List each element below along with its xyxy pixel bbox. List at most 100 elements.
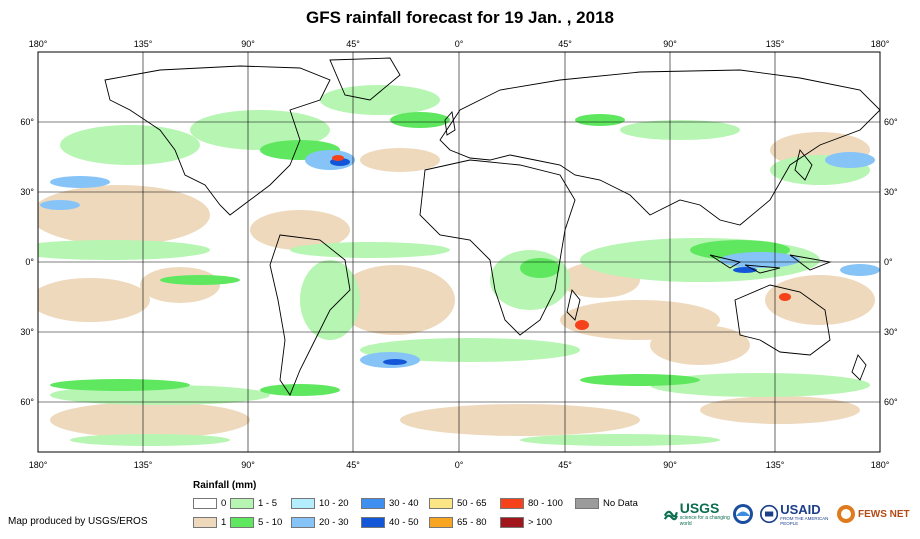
map-frame: 180° 135° 90° 45° 0° 45° 90° 135° 180° 1…	[20, 39, 898, 470]
legend-label: > 100	[528, 517, 553, 528]
lat-tick: 60°	[884, 397, 898, 407]
lon-tick: 135°	[766, 39, 785, 49]
japan-outline	[794, 149, 813, 181]
lon-ticks-bottom: 180° 135° 90° 45° 0° 45° 90° 135° 180°	[29, 460, 890, 470]
legend-swatch	[230, 498, 254, 509]
lon-tick: 90°	[663, 39, 677, 49]
map-title: GFS rainfall forecast for 19 Jan. , 2018	[305, 8, 615, 27]
usaid-tagline: FROM THE AMERICAN PEOPLE	[780, 515, 829, 526]
legend-swatch	[291, 498, 315, 509]
lat-tick: 60°	[20, 117, 34, 127]
legend-label: 5 - 10	[258, 517, 283, 528]
usgs-wave-icon	[664, 510, 678, 521]
legend-swatch	[291, 517, 315, 528]
australia-outline	[734, 284, 831, 356]
legend-swatch	[500, 517, 524, 528]
lon-tick: 180°	[29, 39, 48, 49]
legend-item: 65 - 80	[429, 516, 487, 529]
lat-tick: 0°	[25, 257, 34, 267]
uk-outline	[444, 110, 456, 136]
lat-tick: 30°	[884, 187, 898, 197]
legend-label: 1 - 5	[258, 498, 278, 509]
lon-tick: 180°	[29, 460, 48, 470]
legend-swatch	[230, 517, 254, 528]
legend-item: 40 - 50	[361, 516, 419, 529]
lat-ticks-left: 60° 30° 0° 30° 60°	[20, 117, 34, 407]
lat-tick: 0°	[884, 257, 893, 267]
lon-tick: 45°	[558, 39, 572, 49]
rainfall-layer	[38, 85, 880, 446]
map-border	[37, 51, 881, 453]
greenland-outline	[329, 57, 401, 101]
legend-item: 80 - 100	[500, 497, 563, 510]
noaa-logo	[732, 499, 756, 529]
noaa-seal-icon	[733, 504, 753, 524]
usgs-tagline: science for a changing world	[679, 515, 730, 527]
legend-item: 20 - 30	[291, 516, 349, 529]
legend-label: 1	[221, 517, 227, 528]
legend-swatch	[575, 498, 599, 509]
legend-item: No Data	[575, 497, 638, 510]
lat-tick: 30°	[884, 327, 898, 337]
legend-label: 20 - 30	[319, 517, 349, 528]
lat-tick: 60°	[884, 117, 898, 127]
legend-swatch	[361, 498, 385, 509]
rain-80-100mm-patches	[332, 155, 791, 330]
lon-tick: 90°	[241, 39, 255, 49]
indonesia-outline	[709, 254, 832, 274]
lon-tick: 135°	[134, 39, 153, 49]
legend-swatch	[429, 517, 453, 528]
africa-outline	[419, 159, 576, 336]
legend-label: 80 - 100	[528, 498, 563, 509]
lon-tick: 135°	[134, 460, 153, 470]
legend-label: No Data	[603, 498, 638, 509]
legend-item: 0	[193, 497, 226, 510]
madagascar-outline	[566, 288, 581, 321]
rain-5-10mm-patches	[50, 112, 790, 396]
fewsnet-wordmark: FEWS NET	[858, 508, 910, 520]
legend-item: 50 - 65	[429, 497, 487, 510]
lon-ticks-top: 180° 135° 90° 45° 0° 45° 90° 135° 180°	[29, 39, 890, 49]
rain-1mm-patches	[38, 132, 875, 438]
fewsnet-logo: FEWS NET	[836, 499, 916, 529]
legend-label: 0	[221, 498, 227, 509]
lon-tick: 90°	[241, 460, 255, 470]
usaid-wordmark: USAID	[780, 501, 821, 517]
legend-swatch	[193, 517, 217, 528]
lon-tick: 0°	[455, 460, 464, 470]
legend-swatch	[429, 498, 453, 509]
legend-label: 65 - 80	[457, 517, 487, 528]
legend-label: 40 - 50	[389, 517, 419, 528]
legend-swatch	[193, 498, 217, 509]
legend: 0 1 1 - 5 5 - 10 10 - 20 20 - 30 30 - 40…	[193, 497, 653, 531]
legend-title: Rainfall (mm)	[193, 480, 257, 491]
legend-label: 10 - 20	[319, 498, 349, 509]
legend-item: > 100	[500, 516, 552, 529]
lon-tick: 135°	[766, 460, 785, 470]
legend-swatch	[361, 517, 385, 528]
lon-tick: 180°	[871, 39, 890, 49]
lat-ticks-right: 60° 30° 0° 30° 60°	[884, 117, 898, 407]
south-america-outline	[269, 234, 351, 396]
usgs-wordmark: USGS	[679, 500, 720, 516]
eurasia-outline	[439, 69, 880, 226]
usaid-seal-icon	[760, 504, 779, 524]
north-america-outline	[104, 65, 331, 216]
legend-item: 30 - 40	[361, 497, 419, 510]
lon-tick: 45°	[346, 39, 360, 49]
lon-tick: 45°	[558, 460, 572, 470]
graticule	[38, 52, 880, 452]
new-zealand-outline	[851, 354, 867, 381]
usaid-logo: USAID FROM THE AMERICAN PEOPLE	[760, 499, 836, 529]
legend-label: 50 - 65	[457, 498, 487, 509]
legend-item: 1 - 5	[230, 497, 277, 510]
lat-tick: 30°	[20, 187, 34, 197]
legend-item: 5 - 10	[230, 516, 282, 529]
lon-tick: 45°	[346, 460, 360, 470]
lon-tick: 0°	[455, 39, 464, 49]
legend-label: 30 - 40	[389, 498, 419, 509]
world-map: 180° 135° 90° 45° 0° 45° 90° 135° 180° 1…	[20, 39, 898, 470]
lon-tick: 90°	[663, 460, 677, 470]
map-credit: Map produced by USGS/EROS	[8, 516, 148, 527]
legend-item: 1	[193, 516, 226, 529]
